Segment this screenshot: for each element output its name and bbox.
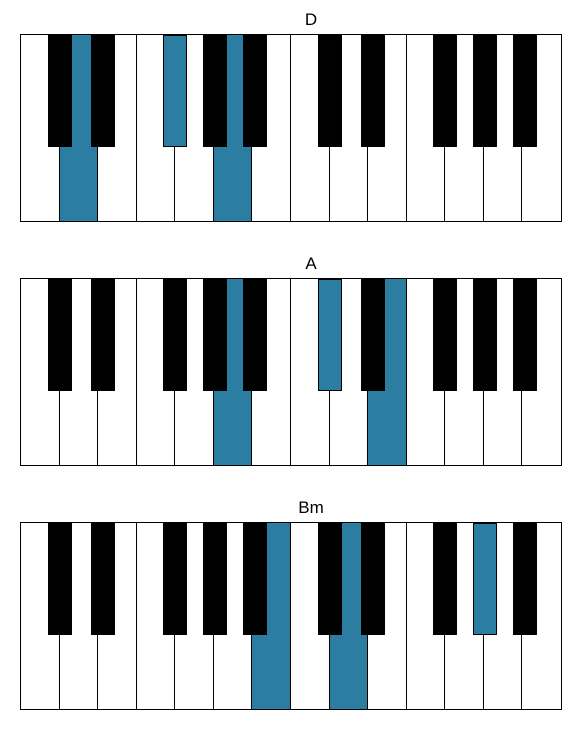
chord-block: A bbox=[20, 254, 582, 466]
black-key bbox=[513, 523, 537, 635]
black-key bbox=[361, 35, 385, 147]
piano-keyboard bbox=[20, 522, 562, 710]
black-key bbox=[163, 35, 187, 147]
black-key bbox=[433, 523, 457, 635]
black-key bbox=[473, 35, 497, 147]
chord-label: Bm bbox=[20, 498, 582, 518]
black-key bbox=[361, 523, 385, 635]
black-key bbox=[48, 35, 72, 147]
chord-block: D bbox=[20, 10, 582, 222]
black-key bbox=[513, 35, 537, 147]
black-key bbox=[203, 35, 227, 147]
chord-label: A bbox=[20, 254, 582, 274]
black-key bbox=[318, 523, 342, 635]
black-key bbox=[48, 279, 72, 391]
black-key bbox=[163, 279, 187, 391]
piano-keyboard bbox=[20, 34, 562, 222]
chord-diagrams-container: D A Bm bbox=[0, 0, 582, 752]
black-key bbox=[318, 279, 342, 391]
black-key bbox=[203, 279, 227, 391]
black-key bbox=[243, 35, 267, 147]
black-key bbox=[91, 523, 115, 635]
black-key bbox=[243, 279, 267, 391]
chord-label: D bbox=[20, 10, 582, 30]
black-key bbox=[91, 279, 115, 391]
black-key bbox=[513, 279, 537, 391]
black-key bbox=[433, 35, 457, 147]
black-key bbox=[318, 35, 342, 147]
black-key bbox=[203, 523, 227, 635]
chord-block: Bm bbox=[20, 498, 582, 710]
piano-keyboard bbox=[20, 278, 562, 466]
black-key bbox=[433, 279, 457, 391]
black-key bbox=[48, 523, 72, 635]
black-key bbox=[91, 35, 115, 147]
black-key bbox=[473, 523, 497, 635]
black-key bbox=[361, 279, 385, 391]
black-key bbox=[163, 523, 187, 635]
black-key bbox=[243, 523, 267, 635]
black-key bbox=[473, 279, 497, 391]
